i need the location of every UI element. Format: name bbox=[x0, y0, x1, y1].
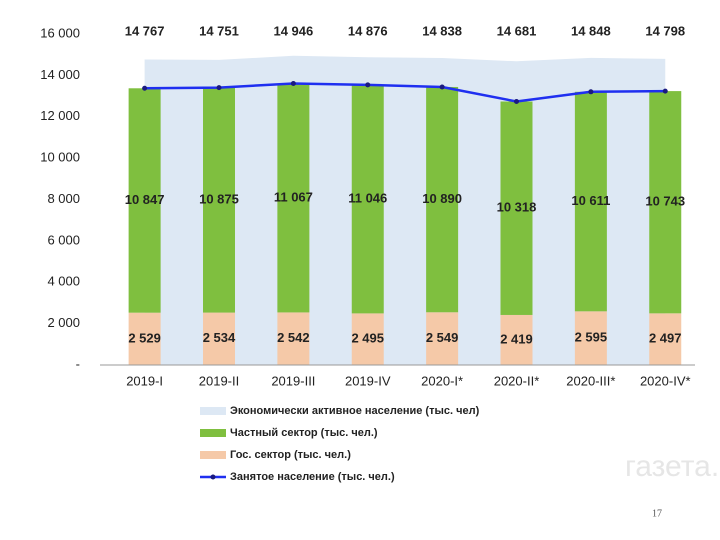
area bbox=[144, 55, 666, 365]
legend-swatch bbox=[210, 474, 216, 480]
y-tick-label: 16 000 bbox=[40, 25, 80, 40]
value-label: 14 838 bbox=[422, 23, 462, 38]
value-label: 10 875 bbox=[199, 192, 239, 207]
line-marker bbox=[290, 80, 296, 86]
bar bbox=[277, 83, 310, 313]
value-label: 10 611 bbox=[571, 193, 610, 208]
x-tick-label: 2020-II* bbox=[494, 373, 540, 388]
value-label: 11 067 bbox=[274, 189, 313, 204]
line-marker bbox=[216, 85, 222, 91]
value-label: 2 529 bbox=[128, 330, 161, 345]
y-tick-label: 2 000 bbox=[47, 315, 80, 330]
value-label: 14 767 bbox=[125, 23, 165, 38]
bar bbox=[574, 91, 607, 312]
x-tick-label: 2020-I* bbox=[421, 373, 463, 388]
line-marker bbox=[662, 88, 668, 94]
legend-label: Частный сектор (тыс. чел.) bbox=[230, 427, 378, 439]
x-tick-label: 2020-IV* bbox=[640, 373, 691, 388]
legend-label: Экономически активное население (тыс. че… bbox=[230, 405, 480, 417]
legend-swatch bbox=[200, 429, 226, 437]
bar bbox=[426, 312, 459, 365]
value-label: 14 681 bbox=[497, 23, 537, 38]
line-marker bbox=[514, 99, 519, 105]
line-marker bbox=[439, 84, 445, 90]
y-tick-label: 10 000 bbox=[40, 150, 80, 165]
value-label: 2 495 bbox=[351, 331, 384, 346]
x-tick-label: 2019-II bbox=[199, 373, 239, 388]
bar bbox=[277, 312, 310, 365]
value-label: 2 595 bbox=[575, 330, 608, 345]
legend-swatch bbox=[200, 451, 226, 459]
value-label: 11 046 bbox=[348, 191, 387, 206]
x-tick-label: 2020-III* bbox=[566, 373, 615, 388]
bar bbox=[128, 88, 161, 313]
value-label: 10 743 bbox=[645, 194, 685, 209]
line-marker bbox=[365, 82, 371, 88]
value-label: 14 751 bbox=[199, 23, 239, 38]
bar bbox=[203, 87, 235, 313]
value-label: 14 848 bbox=[571, 23, 611, 38]
value-label: 2 534 bbox=[203, 330, 236, 345]
bar bbox=[574, 311, 607, 365]
value-label: 10 890 bbox=[422, 191, 462, 206]
watermark: газета.uz bbox=[625, 450, 720, 483]
x-tick-label: 2019-IV bbox=[345, 373, 391, 388]
value-label: 2 542 bbox=[277, 330, 310, 345]
bar bbox=[649, 91, 682, 314]
bar bbox=[351, 84, 384, 314]
y-tick-label: 6 000 bbox=[47, 232, 80, 247]
bar bbox=[203, 312, 235, 365]
x-tick-label: 2019-I bbox=[126, 373, 163, 388]
value-label: 2 497 bbox=[649, 331, 682, 346]
y-tick-label: - bbox=[76, 356, 80, 371]
page-number: 17 bbox=[652, 508, 662, 519]
bar bbox=[500, 314, 533, 365]
value-label: 10 847 bbox=[125, 192, 165, 207]
line-marker bbox=[588, 89, 594, 95]
bar bbox=[128, 312, 161, 365]
bar bbox=[426, 86, 459, 313]
y-tick-label: 8 000 bbox=[47, 191, 80, 206]
bar bbox=[500, 101, 533, 315]
value-label: 10 318 bbox=[497, 200, 537, 215]
legend-swatch bbox=[200, 407, 226, 415]
y-tick-label: 4 000 bbox=[47, 274, 80, 289]
value-label: 14 946 bbox=[273, 23, 313, 38]
value-label: 14 876 bbox=[348, 23, 388, 38]
bar bbox=[649, 313, 682, 365]
y-tick-label: 12 000 bbox=[40, 108, 80, 123]
value-label: 2 419 bbox=[500, 331, 533, 346]
legend-label: Занятое население (тыс. чел.) bbox=[230, 471, 395, 483]
x-tick-label: 2019-III bbox=[271, 373, 315, 388]
bar bbox=[351, 313, 384, 365]
value-label: 2 549 bbox=[426, 330, 459, 345]
value-label: 14 798 bbox=[645, 23, 685, 38]
line bbox=[144, 82, 666, 103]
legend-label: Гос. сектор (тыс. чел.) bbox=[230, 449, 351, 461]
line-marker bbox=[142, 85, 148, 91]
y-tick-label: 14 000 bbox=[40, 67, 80, 82]
